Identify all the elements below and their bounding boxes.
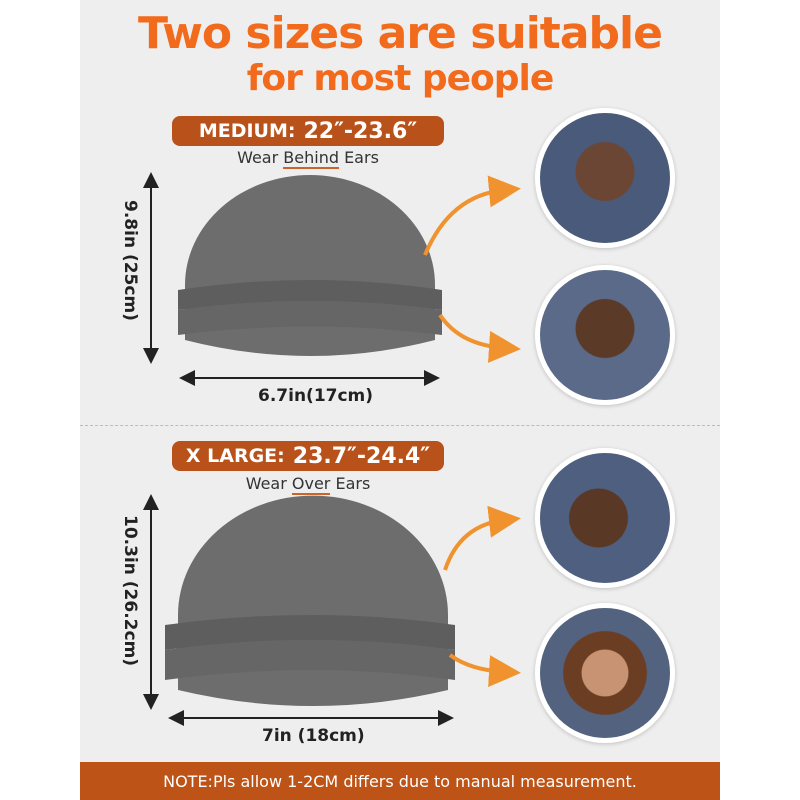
model-photo-xlarge-2 [535, 603, 675, 743]
medium-size-pill: MEDIUM: 22″-23.6″ [172, 116, 444, 146]
xlarge-size-pill: X LARGE: 23.7″-24.4″ [172, 441, 444, 471]
xlarge-height-label: 10.3in (26.2cm) [120, 515, 140, 667]
xlarge-hat-image [165, 495, 455, 706]
medium-width-label: 6.7in(17cm) [258, 386, 374, 406]
medium-height-label: 9.8in (25cm) [120, 200, 140, 321]
arrow-icon [443, 505, 521, 571]
note-bar: NOTE:Pls allow 1-2CM differs due to manu… [80, 762, 720, 800]
section-divider [80, 425, 720, 426]
arrow-icon [448, 653, 521, 688]
arrow-icon [423, 175, 521, 256]
wear-instruction: Wear Over Ears [245, 474, 371, 495]
wear-instruction: Wear Behind Ears [237, 148, 379, 169]
headline-line2: for most people [246, 58, 555, 99]
size-label: X LARGE: [185, 445, 285, 467]
model-photo-xlarge-1 [535, 448, 675, 588]
headline-line1: Two sizes are suitable [138, 8, 663, 59]
medium-hat-image [178, 175, 442, 356]
model-photo-medium-2 [535, 265, 675, 405]
xlarge-width-label: 7in (18cm) [262, 726, 365, 746]
size-range: 23.7″-24.4″ [292, 443, 431, 469]
arrow-icon [438, 313, 521, 363]
size-range: 22″-23.6″ [303, 118, 418, 144]
size-label: MEDIUM: [198, 120, 296, 142]
model-photo-medium-1 [535, 108, 675, 248]
